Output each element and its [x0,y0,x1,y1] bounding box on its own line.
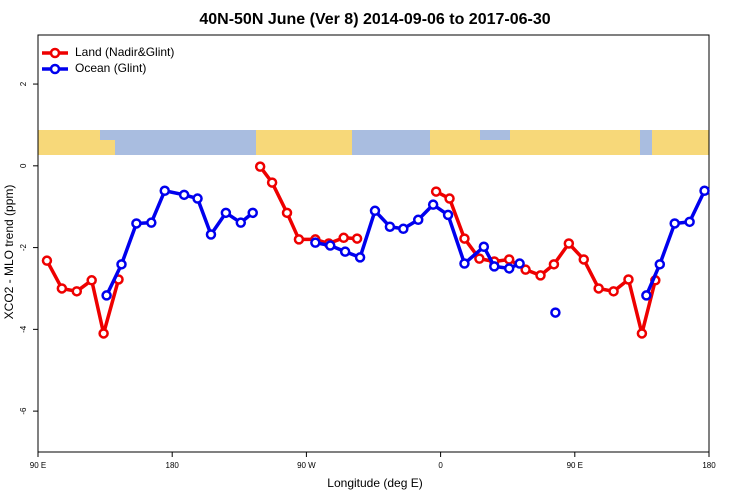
series-point [636,328,648,339]
series-line [45,259,121,336]
series-point [641,290,652,301]
series-point [427,199,439,210]
series-point [116,259,127,270]
legend-marker [49,47,61,59]
series-point [56,283,68,294]
map-strip [38,130,709,155]
series-point [654,259,666,270]
x-axis-label: Longitude (deg E) [327,476,422,490]
series-point [474,253,485,264]
plot-frame [37,34,710,453]
series-point [71,286,83,297]
series-point [459,258,470,269]
series-line [105,189,254,297]
series-point [254,161,266,172]
y-tick-label: -4 [19,325,28,333]
y-tick-label: 0 [19,163,28,168]
series-point [266,177,278,188]
series-point [354,252,366,263]
series-point [623,274,634,285]
series-point [159,185,170,197]
series-point [247,207,258,219]
series-point [669,218,680,229]
legend-label: Land (Nadir&Glint) [75,45,174,59]
series-point [430,186,442,197]
series-point [699,185,710,197]
series-point [550,307,561,318]
series-point [478,241,490,253]
y-axis-label: XCO2 - MLO trend (ppm) [2,185,16,320]
x-tick-label: 180 [166,461,180,470]
series-point [41,255,53,266]
series-point [514,258,525,269]
y-tick-label: -2 [19,243,28,251]
series-point [98,328,109,339]
legend-label: Ocean (Glint) [75,61,146,75]
series-point [146,217,157,228]
series-point [369,205,381,217]
series-point [563,238,575,249]
x-tick-label: 90 E [567,461,583,470]
series-point [339,246,351,257]
series-point [520,264,531,275]
series-point [548,259,560,270]
series-point [412,214,424,226]
legend-marker [49,63,61,75]
x-tick-label: 90 E [30,461,46,470]
series-point [86,275,97,286]
series-point [351,233,363,244]
series-point [310,237,321,248]
series-point [192,193,203,204]
series-point [325,240,336,251]
series-point [384,221,396,232]
x-tick-label: 90 W [297,461,316,470]
series-point [684,216,695,228]
x-tick-label: 0 [438,461,443,470]
series-point [489,261,500,272]
series-point [535,270,546,281]
series-point [398,223,409,235]
series-point [131,218,142,229]
series-line [435,190,658,336]
series-point [220,207,232,219]
series-point [101,290,112,301]
series-point [608,286,619,297]
series-point [281,207,293,219]
series-point [205,229,217,240]
series-point [293,234,305,245]
series-point [578,254,589,265]
series-point [442,209,454,221]
y-tick-label: 2 [19,81,28,86]
series-point [338,232,349,244]
x-tick-label: 180 [702,461,716,470]
series-point [444,193,455,204]
series-point [178,189,190,201]
series-point [235,217,247,228]
series-point [459,233,470,244]
y-tick-label: -6 [19,407,28,415]
series-point [593,283,604,294]
series-point [503,263,515,274]
series-point [503,254,515,265]
chart-title: 40N-50N June (Ver 8) 2014-09-06 to 2017-… [199,11,550,28]
